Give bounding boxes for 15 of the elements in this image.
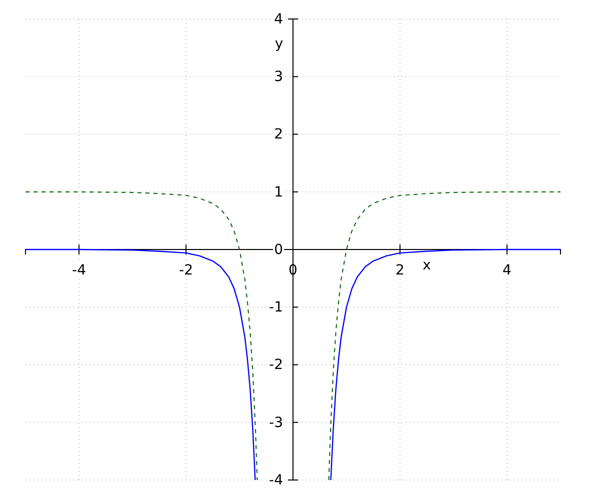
y-tick-label: 3 xyxy=(274,69,283,86)
y-axis-title: y xyxy=(274,36,284,52)
y-tick-label: 0 xyxy=(274,242,283,258)
y-tick-label: 4 xyxy=(274,11,284,28)
x-tick-label: -2 xyxy=(179,262,193,278)
x-tick-label: 2 xyxy=(396,262,404,278)
y-tick-label: 1 xyxy=(274,184,283,200)
y-tick-label: -4 xyxy=(269,472,284,488)
x-tick-label: 4 xyxy=(502,262,512,278)
y-tick-label: -2 xyxy=(269,357,283,374)
x-axis-title: x xyxy=(422,258,431,274)
y-tick-label: -3 xyxy=(269,414,283,431)
y-tick-label: -1 xyxy=(269,300,283,316)
x-tick-label: -4 xyxy=(72,262,86,278)
y-tick-label: 2 xyxy=(274,126,283,143)
